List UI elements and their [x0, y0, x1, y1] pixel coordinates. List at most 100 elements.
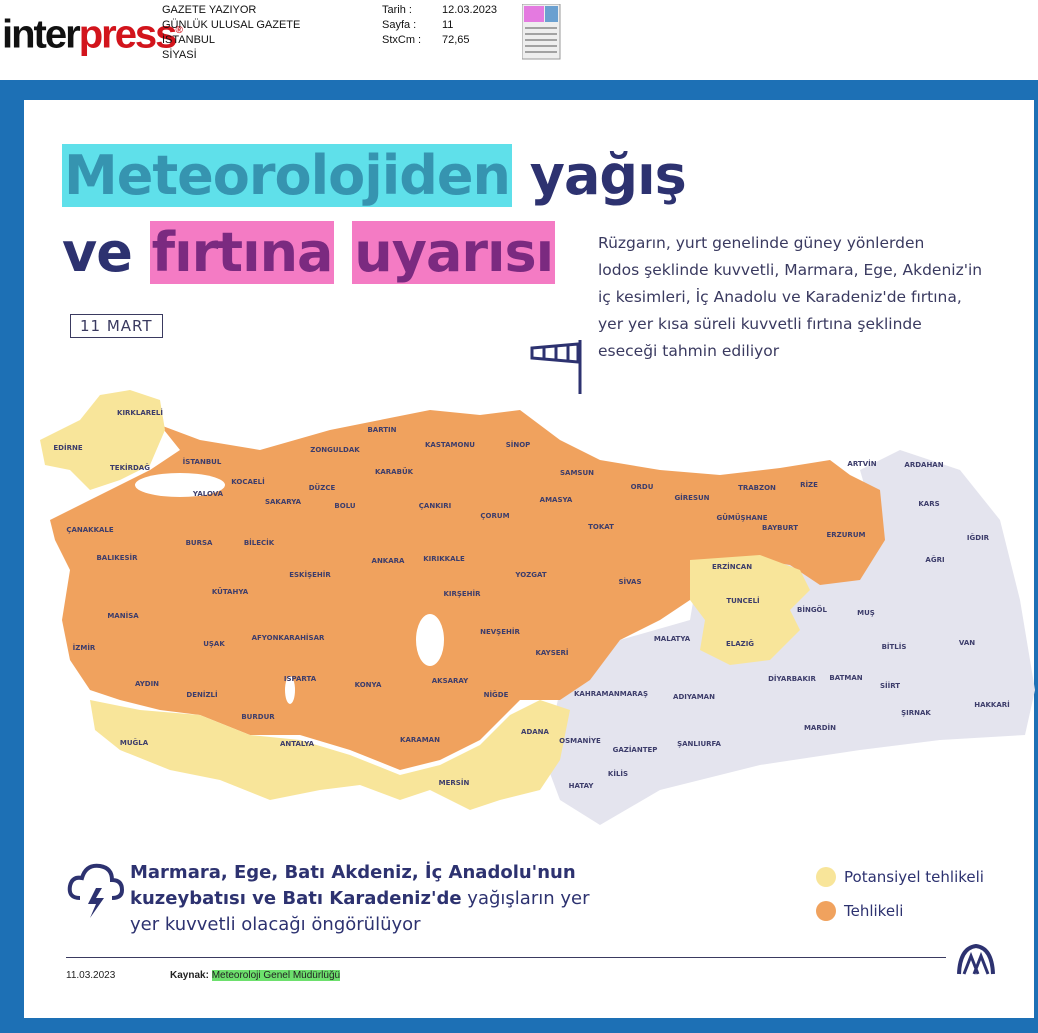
- logo: interpress®: [2, 6, 183, 59]
- city-label: YOZGAT: [514, 571, 546, 579]
- city-label: HAKKARİ: [974, 700, 1010, 709]
- city-label: HATAY: [569, 782, 595, 790]
- city-label: KASTAMONU: [425, 441, 475, 449]
- city-label: TEKİRDAĞ: [110, 463, 150, 472]
- bottom-bold: Marmara, Ege, Batı Akdeniz, İç Anadolu'n…: [130, 862, 576, 883]
- storm-icon: [67, 863, 125, 918]
- city-label: ISPARTA: [284, 675, 317, 683]
- city-label: BİNGÖL: [797, 605, 827, 614]
- city-label: KARS: [918, 500, 939, 508]
- city-label: SAKARYA: [265, 498, 302, 506]
- city-label: BİLECİK: [244, 538, 275, 547]
- legend: Potansiyel tehlikeli Tehlikeli: [816, 860, 984, 928]
- bottom-text: Marmara, Ege, Batı Akdeniz, İç Anadolu'n…: [130, 860, 589, 938]
- info-line: İSTANBUL: [162, 34, 215, 46]
- title-line: Meteorolojiden yağış: [62, 144, 687, 207]
- bottom-normal: yer kuvvetli olacağı öngörülüyor: [130, 914, 421, 935]
- logo-part: press: [78, 12, 178, 57]
- desc-line: lodos şeklinde kuvvetli, Marmara, Ege, A…: [598, 261, 983, 279]
- city-label: KİLİS: [608, 769, 628, 778]
- legend-swatch: [816, 867, 836, 887]
- logo-mark: ®: [175, 25, 183, 36]
- city-label: İSTANBUL: [183, 457, 222, 466]
- bottom-normal: yağışların yer: [467, 888, 590, 909]
- city-label: ŞIRNAK: [901, 709, 931, 717]
- city-label: DÜZCE: [309, 483, 336, 492]
- meta-value: 11: [442, 19, 454, 31]
- title-word: Meteorolojiden: [62, 144, 512, 207]
- city-label: BURSA: [186, 539, 213, 547]
- city-label: NİĞDE: [484, 690, 509, 699]
- city-label: ARDAHAN: [904, 461, 943, 469]
- page-thumbnail: [522, 4, 561, 60]
- info-line: GAZETE YAZIYOR: [162, 4, 257, 16]
- sea: [135, 473, 225, 497]
- city-label: MALATYA: [654, 635, 691, 643]
- city-label: TUNCELİ: [726, 596, 759, 605]
- city-label: ZONGULDAK: [310, 446, 360, 454]
- city-label: TOKAT: [588, 523, 614, 531]
- city-label: AĞRI: [925, 555, 944, 564]
- city-label: VAN: [959, 639, 975, 647]
- city-label: KAYSERİ: [535, 648, 568, 657]
- region-yellow: [90, 700, 570, 810]
- city-label: SAMSUN: [560, 469, 594, 477]
- source-label: Kaynak:: [170, 970, 209, 981]
- city-label: BOLU: [334, 502, 355, 510]
- footer-date: 11.03.2023: [66, 970, 116, 981]
- city-label: BİTLİS: [882, 642, 907, 651]
- desc-line: yer yer kısa süreli kuvvetli fırtına şek…: [598, 315, 922, 333]
- city-label: EDİRNE: [53, 443, 82, 452]
- city-label: SİİRT: [880, 681, 900, 690]
- city-label: SİVAS: [618, 577, 641, 586]
- city-label: KIRKLARELİ: [117, 408, 163, 417]
- aa-logo: [957, 943, 995, 975]
- city-label: AYDIN: [135, 680, 159, 688]
- city-label: NEVŞEHİR: [480, 627, 520, 636]
- city-label: KARAMAN: [400, 736, 440, 744]
- city-label: ERZİNCAN: [712, 562, 752, 571]
- title-word: fırtına: [149, 221, 335, 284]
- city-label: RİZE: [800, 480, 818, 489]
- city-label: ELAZIĞ: [726, 639, 754, 648]
- header-meta-values: 12.03.2023 11 72,65: [442, 3, 497, 48]
- city-label: DİYARBAKIR: [768, 674, 816, 683]
- legend-item: Potansiyel tehlikeli: [816, 860, 984, 894]
- source: Meteoroloji Genel Müdürlüğü: [211, 970, 341, 981]
- date-badge: 11 MART: [70, 314, 163, 338]
- lake: [416, 614, 444, 666]
- city-label: BATMAN: [829, 674, 862, 682]
- city-label: YALOVA: [192, 490, 224, 498]
- info-line: GÜNLÜK ULUSAL GAZETE: [162, 19, 301, 31]
- title-line: ve fırtına uyarısı: [62, 221, 556, 284]
- city-label: KÜTAHYA: [212, 587, 249, 596]
- bottom-line: kuzeybatısı ve Batı Karadeniz'de yağışla…: [130, 886, 589, 912]
- city-label: ÇANAKKALE: [66, 526, 114, 534]
- city-label: KIRŞEHİR: [443, 589, 481, 598]
- city-label: DENİZLİ: [186, 690, 217, 699]
- footer-source: Kaynak: Meteoroloji Genel Müdürlüğü: [170, 970, 341, 981]
- city-label: ŞANLIURFA: [677, 740, 721, 748]
- title-word: yağış: [529, 144, 687, 207]
- windsock-icon: [530, 340, 582, 394]
- city-label: KAHRAMANMARAŞ: [574, 690, 648, 698]
- city-label: ESKİŞEHİR: [289, 570, 331, 579]
- lake: [285, 676, 295, 704]
- city-label: ANKARA: [372, 557, 406, 565]
- region-orange: [50, 410, 885, 770]
- desc-line: eseceği tahmin ediliyor: [598, 342, 780, 360]
- city-label: BURDUR: [241, 713, 275, 721]
- city-label: ADIYAMAN: [673, 693, 715, 701]
- city-label: ARTVİN: [847, 459, 876, 468]
- header-meta-labels: Tarih : Sayfa : StxCm :: [382, 3, 421, 48]
- meta-label: Sayfa :: [382, 19, 417, 31]
- city-label: GÜMÜŞHANE: [716, 513, 767, 522]
- bottom-bold: kuzeybatısı ve Batı Karadeniz'de: [130, 888, 462, 909]
- city-label: İZMİR: [73, 643, 96, 652]
- legend-label: Potansiyel tehlikeli: [844, 868, 984, 886]
- legend-item: Tehlikeli: [816, 894, 984, 928]
- city-label: ORDU: [631, 483, 654, 491]
- meta-label: StxCm :: [382, 34, 422, 46]
- city-label: GİRESUN: [674, 493, 709, 502]
